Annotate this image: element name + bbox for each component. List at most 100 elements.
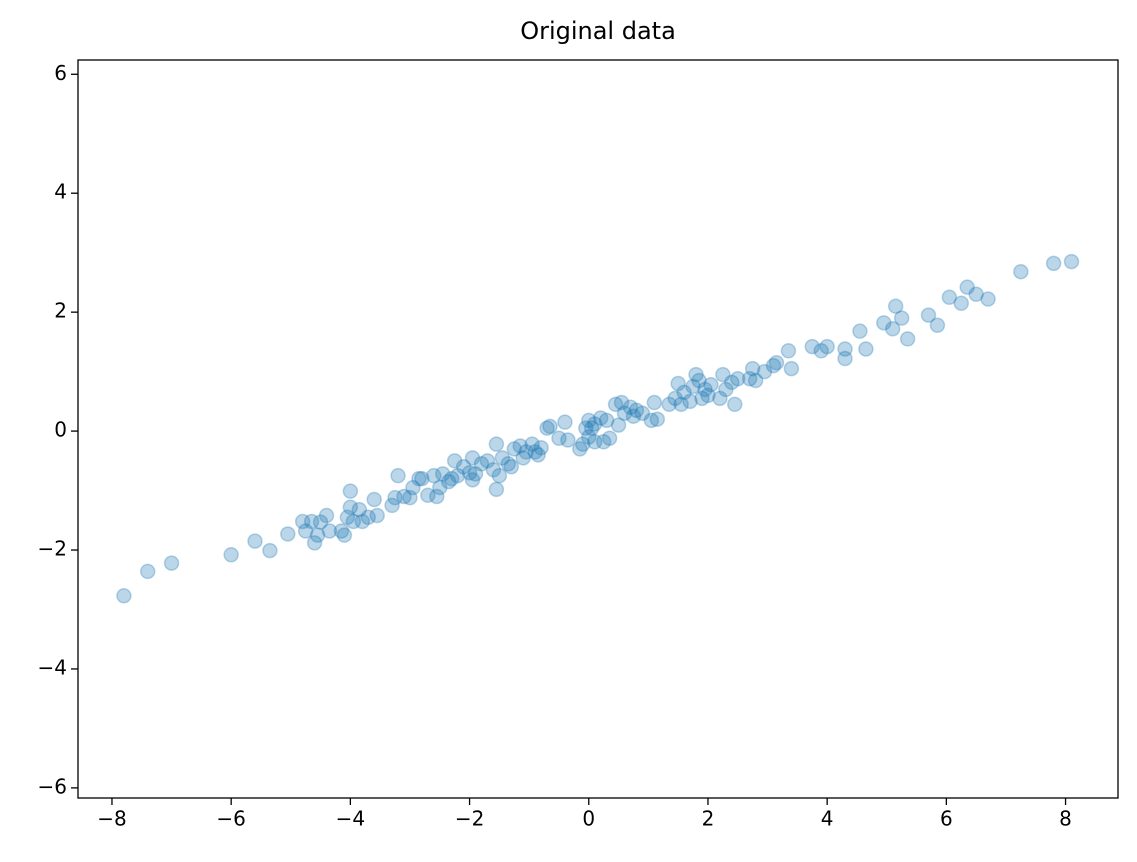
point bbox=[485, 461, 502, 478]
point bbox=[598, 412, 615, 429]
point bbox=[592, 410, 609, 426]
point bbox=[139, 563, 156, 580]
point bbox=[351, 501, 368, 518]
point bbox=[318, 507, 335, 524]
point bbox=[533, 439, 549, 456]
point bbox=[980, 291, 996, 307]
point bbox=[461, 464, 478, 481]
point bbox=[929, 317, 946, 333]
point bbox=[360, 509, 376, 526]
point bbox=[852, 323, 868, 339]
point bbox=[524, 436, 540, 452]
point bbox=[616, 405, 633, 421]
point bbox=[697, 381, 713, 398]
point bbox=[366, 491, 382, 508]
point bbox=[586, 434, 603, 450]
point bbox=[876, 315, 892, 331]
x-tick-label: −6 bbox=[216, 807, 245, 831]
point bbox=[968, 286, 984, 303]
point bbox=[426, 467, 442, 484]
point bbox=[676, 384, 692, 401]
point bbox=[440, 473, 457, 490]
point bbox=[506, 441, 523, 457]
point bbox=[163, 555, 180, 571]
point bbox=[747, 372, 764, 389]
point bbox=[741, 370, 758, 387]
point bbox=[837, 341, 853, 357]
x-tick-label: −4 bbox=[336, 807, 365, 831]
point bbox=[804, 338, 821, 355]
point bbox=[223, 547, 239, 563]
point bbox=[575, 436, 591, 452]
point bbox=[297, 523, 314, 539]
point bbox=[560, 432, 576, 448]
point bbox=[893, 310, 910, 326]
point bbox=[518, 444, 534, 460]
point bbox=[718, 381, 734, 398]
point bbox=[464, 472, 481, 488]
point bbox=[557, 414, 573, 430]
y-tick-label: 4 bbox=[54, 180, 67, 204]
x-tick-label: 6 bbox=[940, 807, 953, 831]
point bbox=[294, 513, 311, 530]
point bbox=[306, 535, 323, 551]
point bbox=[342, 499, 359, 515]
point bbox=[691, 372, 707, 389]
point bbox=[414, 470, 430, 487]
point bbox=[247, 533, 263, 549]
point bbox=[333, 523, 350, 539]
point bbox=[581, 412, 597, 429]
point bbox=[390, 467, 406, 484]
point bbox=[446, 453, 463, 469]
point bbox=[837, 350, 853, 367]
point bbox=[661, 396, 677, 413]
point bbox=[819, 338, 835, 355]
point bbox=[682, 393, 698, 410]
point bbox=[339, 509, 356, 526]
point bbox=[429, 488, 445, 505]
point bbox=[768, 354, 785, 371]
point bbox=[369, 507, 385, 524]
point bbox=[780, 343, 797, 359]
point bbox=[464, 450, 481, 466]
point bbox=[396, 488, 412, 505]
x-tick-label: 2 bbox=[702, 807, 715, 831]
point bbox=[578, 420, 594, 436]
point bbox=[530, 447, 546, 463]
y-tick-label: 2 bbox=[54, 299, 67, 323]
point bbox=[703, 376, 719, 393]
point bbox=[432, 479, 448, 496]
point bbox=[405, 479, 421, 496]
point bbox=[628, 402, 645, 419]
y-tick-label: 6 bbox=[54, 61, 67, 85]
point bbox=[586, 416, 603, 432]
point bbox=[744, 360, 761, 377]
point bbox=[551, 430, 567, 446]
x-tick-label: −8 bbox=[97, 807, 126, 831]
point bbox=[503, 459, 520, 475]
point bbox=[756, 363, 773, 380]
point bbox=[622, 399, 639, 416]
x-tick-label: 4 bbox=[821, 807, 834, 831]
point bbox=[700, 387, 716, 404]
point bbox=[303, 513, 320, 530]
point bbox=[715, 366, 731, 383]
point bbox=[321, 523, 338, 539]
point bbox=[613, 394, 630, 411]
point bbox=[625, 408, 642, 424]
point bbox=[515, 450, 531, 466]
point bbox=[649, 411, 666, 427]
y-tick-label: 0 bbox=[54, 418, 67, 442]
point bbox=[685, 378, 701, 395]
point bbox=[491, 467, 508, 484]
point bbox=[354, 513, 371, 530]
point bbox=[884, 321, 901, 337]
point bbox=[342, 483, 359, 499]
point bbox=[479, 453, 496, 469]
point bbox=[434, 466, 451, 482]
point bbox=[941, 289, 958, 306]
point bbox=[694, 390, 710, 407]
point bbox=[116, 588, 132, 604]
point bbox=[467, 466, 484, 482]
